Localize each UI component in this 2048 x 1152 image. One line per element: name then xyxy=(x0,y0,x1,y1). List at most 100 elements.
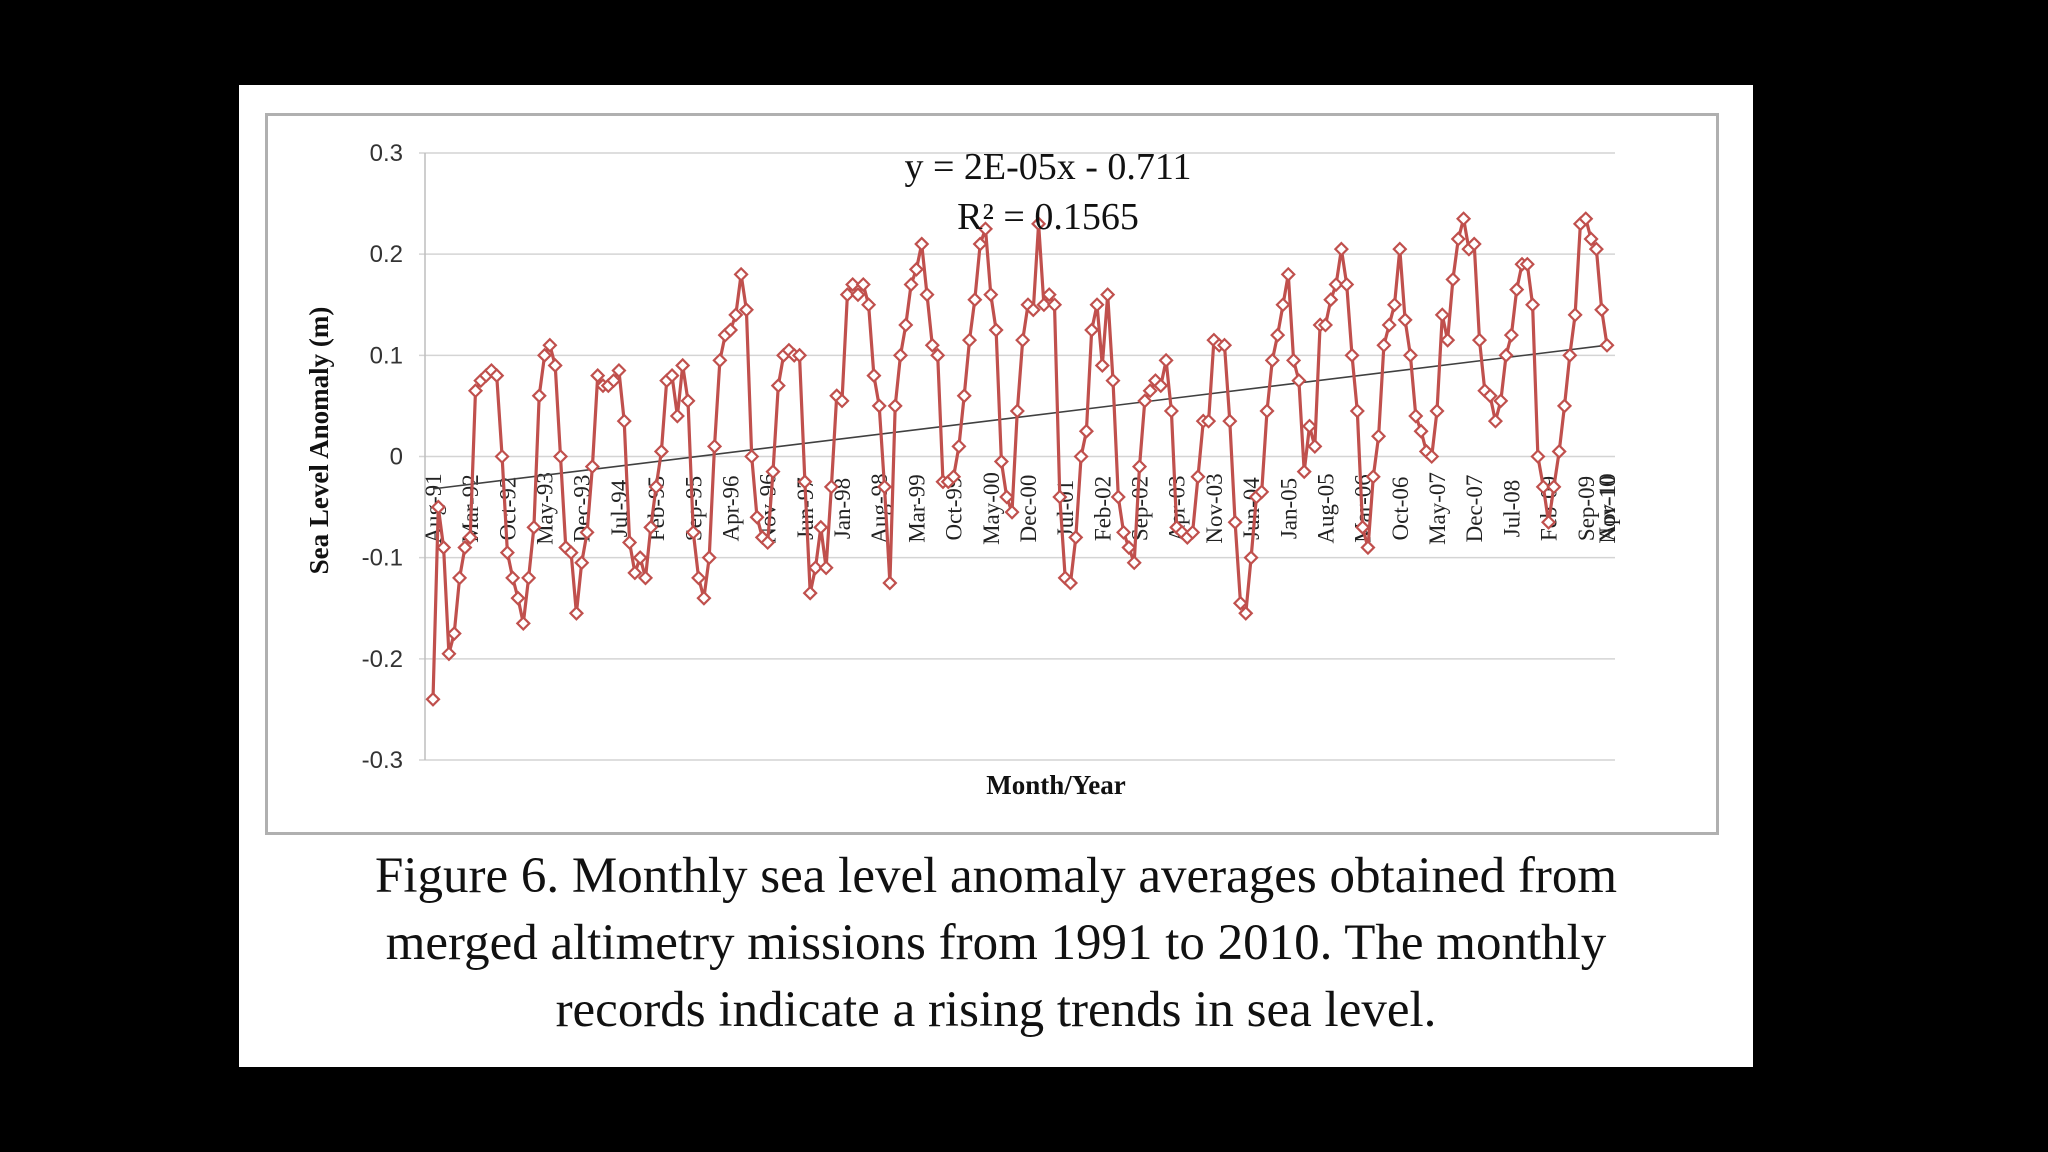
data-point xyxy=(1402,347,1419,363)
data-point xyxy=(999,489,1015,505)
data-point xyxy=(1360,539,1376,556)
y-tick-label: 0.2 xyxy=(370,241,403,268)
data-point xyxy=(1562,347,1578,363)
data-point xyxy=(1286,352,1302,368)
data-point xyxy=(1381,317,1397,333)
data-point xyxy=(1535,479,1551,495)
data-point xyxy=(1264,352,1280,368)
data-point xyxy=(1487,413,1503,429)
data-point xyxy=(1121,539,1137,556)
x-axis-title: Month/Year xyxy=(986,770,1125,800)
caption-line-1: Figure 6. Monthly sea level anomaly aver… xyxy=(374,848,1618,904)
data-point xyxy=(430,499,446,515)
data-point xyxy=(499,545,515,561)
caption-line-2: merged altimetry missions from 1991 to 2… xyxy=(385,915,1607,971)
data-point xyxy=(510,590,526,606)
data-point xyxy=(1041,287,1057,303)
data-point xyxy=(760,534,776,551)
data-point xyxy=(1397,312,1413,328)
data-point xyxy=(1424,448,1440,465)
data-point xyxy=(733,266,749,282)
data-point xyxy=(1349,403,1365,419)
data-point xyxy=(616,413,632,429)
data-point xyxy=(956,388,972,404)
x-tick-label: Sep-02 xyxy=(1128,476,1153,541)
x-tick-label: Oct-06 xyxy=(1388,477,1413,541)
data-point xyxy=(1073,448,1089,465)
x-tick-label: Apr-96 xyxy=(718,476,743,542)
data-point xyxy=(1275,297,1291,313)
data-point xyxy=(744,448,760,465)
data-point xyxy=(1434,307,1450,323)
data-point xyxy=(653,443,669,459)
data-point xyxy=(1371,428,1387,444)
data-point xyxy=(1190,469,1206,485)
data-point xyxy=(1583,231,1599,247)
data-point xyxy=(1280,266,1296,282)
data-point xyxy=(818,560,834,576)
chart-frame: 0.30.20.10-0.1-0.2-0.3Aug-91Mar-92Oct-92… xyxy=(265,113,1719,835)
data-point xyxy=(691,570,707,586)
data-point xyxy=(568,605,584,621)
data-point xyxy=(919,287,935,303)
data-point xyxy=(1355,519,1371,535)
data-point xyxy=(648,479,664,495)
data-point xyxy=(1100,287,1116,303)
data-point xyxy=(882,575,898,591)
data-point xyxy=(839,287,855,303)
data-point xyxy=(1105,373,1121,389)
data-point xyxy=(1556,398,1573,414)
data-point xyxy=(1254,484,1270,500)
data-point xyxy=(1503,327,1519,343)
data-point xyxy=(813,519,829,535)
caption-line-3: records indicate a rising trends in sea … xyxy=(555,982,1437,1038)
data-point xyxy=(722,322,739,338)
x-tick-label: May-07 xyxy=(1425,472,1450,545)
data-point xyxy=(1126,555,1142,571)
data-point xyxy=(1131,459,1148,475)
data-point xyxy=(1116,524,1132,540)
data-point xyxy=(1243,550,1259,566)
data-point xyxy=(961,332,978,348)
data-point xyxy=(537,347,553,363)
data-point xyxy=(1296,464,1312,480)
data-point xyxy=(1031,216,1047,232)
data-point xyxy=(1153,378,1169,394)
data-point xyxy=(1498,347,1514,363)
data-point xyxy=(1046,297,1063,313)
data-point xyxy=(590,368,606,384)
data-point xyxy=(749,509,765,525)
data-point xyxy=(1232,595,1249,611)
x-tick-label: Jan-05 xyxy=(1276,478,1301,539)
data-point xyxy=(1025,302,1041,318)
data-point xyxy=(680,393,696,409)
data-point xyxy=(1270,327,1286,343)
data-point xyxy=(988,322,1004,338)
data-point xyxy=(855,276,871,293)
data-point xyxy=(1551,443,1567,459)
data-point xyxy=(908,261,924,277)
data-point xyxy=(802,585,818,601)
data-point xyxy=(1163,403,1179,419)
data-point xyxy=(903,276,919,293)
data-point xyxy=(1328,276,1344,293)
data-point xyxy=(1317,317,1334,333)
figure-slide: 0.30.20.10-0.1-0.2-0.3Aug-91Mar-92Oct-92… xyxy=(239,85,1753,1067)
data-point xyxy=(1291,373,1307,389)
x-tick-label: Oct-99 xyxy=(942,477,967,541)
data-point xyxy=(1429,403,1445,419)
data-point xyxy=(1541,514,1557,530)
data-point xyxy=(845,276,861,293)
data-point xyxy=(664,368,680,384)
data-point xyxy=(977,221,994,237)
data-point xyxy=(1009,403,1025,419)
data-point xyxy=(489,368,505,384)
data-point xyxy=(1137,393,1153,409)
data-point xyxy=(627,565,643,581)
data-point xyxy=(1456,211,1472,227)
data-point xyxy=(1201,413,1217,429)
data-point xyxy=(1015,332,1031,348)
data-point xyxy=(1185,524,1201,540)
data-point xyxy=(675,357,691,374)
data-point xyxy=(1546,479,1562,495)
